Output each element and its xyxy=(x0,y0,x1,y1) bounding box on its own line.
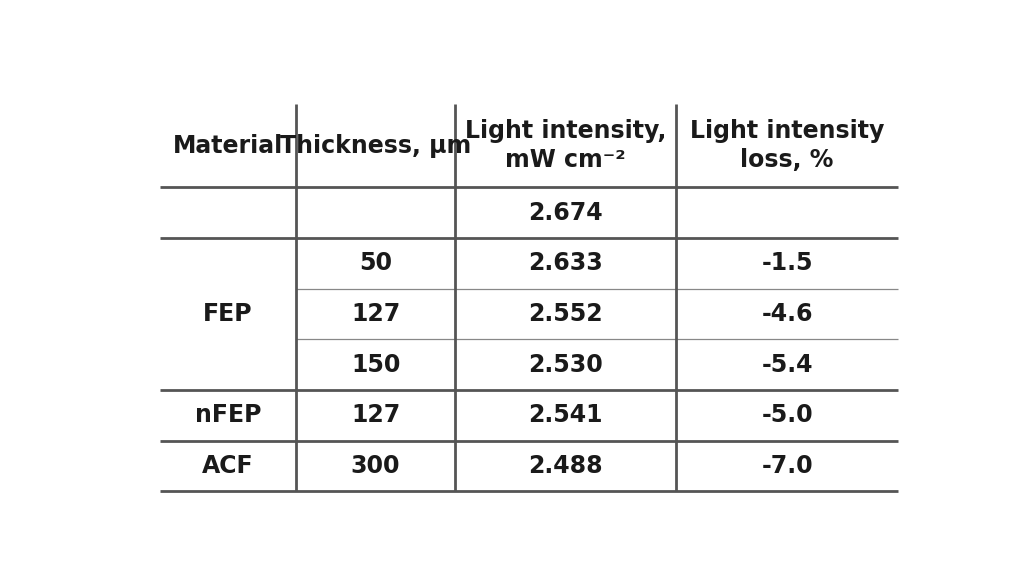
Text: 2.674: 2.674 xyxy=(528,201,603,225)
Text: nFEP: nFEP xyxy=(195,403,261,427)
Text: 50: 50 xyxy=(359,251,392,275)
Text: FEP: FEP xyxy=(203,302,253,326)
Text: -4.6: -4.6 xyxy=(761,302,813,326)
Text: 2.552: 2.552 xyxy=(528,302,603,326)
Text: 2.488: 2.488 xyxy=(528,454,603,478)
Text: -5.4: -5.4 xyxy=(761,353,813,377)
Text: 300: 300 xyxy=(351,454,400,478)
Text: 2.541: 2.541 xyxy=(528,403,603,427)
Text: ACF: ACF xyxy=(202,454,254,478)
Text: Material: Material xyxy=(173,133,284,157)
Text: 127: 127 xyxy=(351,403,400,427)
Text: -5.0: -5.0 xyxy=(761,403,813,427)
Text: 2.633: 2.633 xyxy=(528,251,603,275)
Text: Light intensity
loss, %: Light intensity loss, % xyxy=(690,119,885,172)
Text: 127: 127 xyxy=(351,302,400,326)
Text: -1.5: -1.5 xyxy=(761,251,813,275)
Text: 150: 150 xyxy=(351,353,400,377)
Text: Thickness, μm: Thickness, μm xyxy=(280,133,471,157)
Text: Light intensity,
mW cm⁻²: Light intensity, mW cm⁻² xyxy=(465,119,667,172)
Text: 2.530: 2.530 xyxy=(528,353,603,377)
Text: -7.0: -7.0 xyxy=(761,454,813,478)
